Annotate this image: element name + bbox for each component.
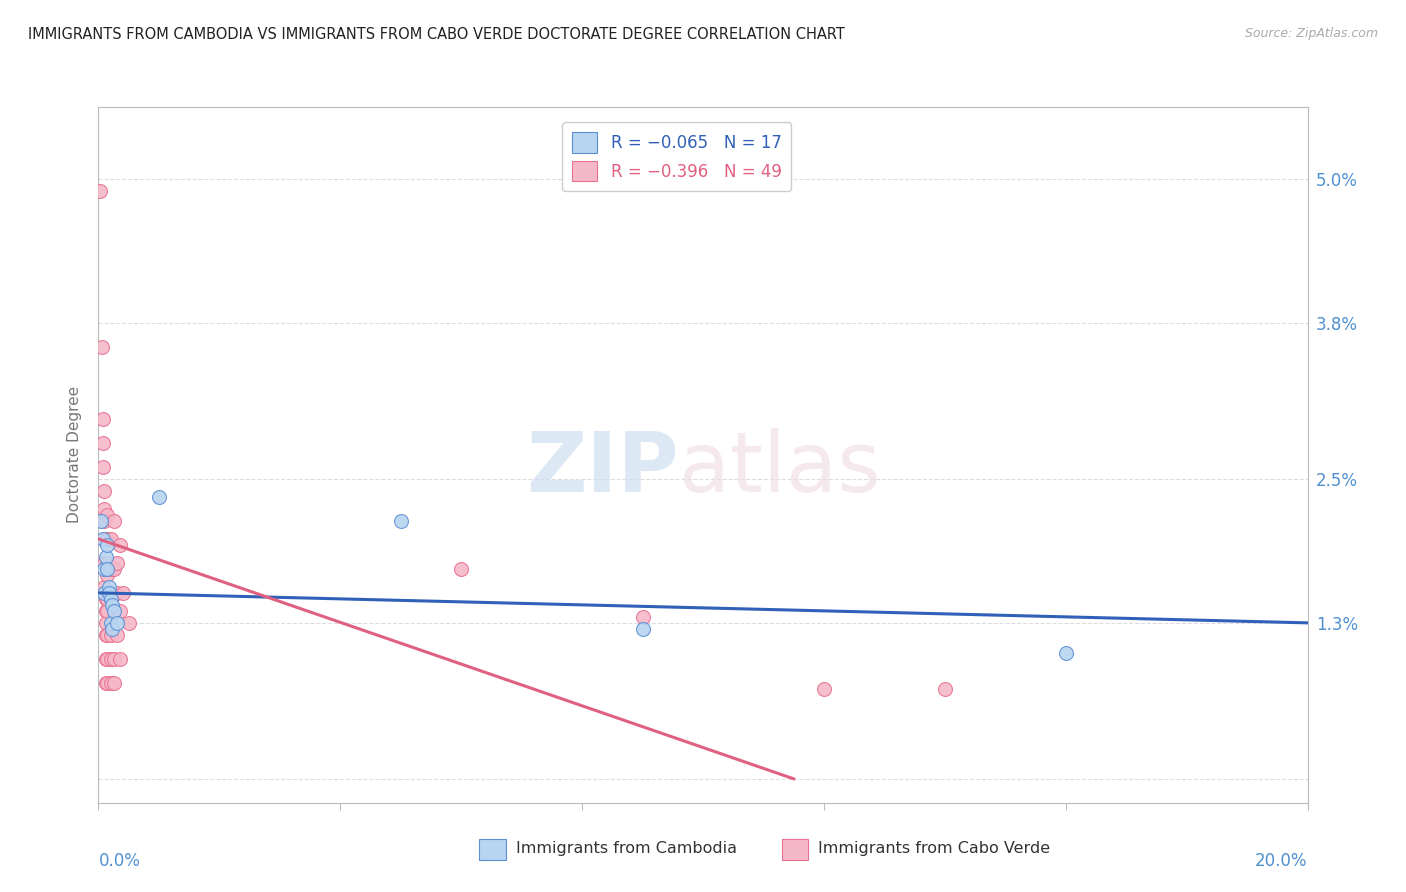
Point — [103, 562, 125, 576]
Point — [96, 652, 118, 666]
Point — [96, 508, 118, 522]
Point — [100, 562, 122, 576]
Point — [96, 567, 118, 582]
Point — [813, 681, 835, 696]
Text: atlas: atlas — [679, 428, 880, 509]
Point — [100, 532, 122, 546]
Point — [94, 549, 117, 564]
Point — [1054, 646, 1077, 660]
FancyBboxPatch shape — [782, 839, 808, 860]
Text: 0.0%: 0.0% — [98, 852, 141, 870]
Point — [103, 652, 125, 666]
Point — [93, 483, 115, 498]
Point — [93, 502, 115, 516]
Point — [93, 532, 115, 546]
Point — [98, 586, 121, 600]
Point — [96, 676, 118, 690]
Point — [105, 556, 128, 570]
Point — [105, 615, 128, 630]
Point — [103, 676, 125, 690]
Point — [389, 514, 412, 528]
Point — [94, 628, 117, 642]
Point — [94, 604, 117, 618]
Point — [93, 514, 115, 528]
Legend: R = −0.065   N = 17, R = −0.396   N = 49: R = −0.065 N = 17, R = −0.396 N = 49 — [562, 122, 792, 191]
Point — [93, 580, 115, 594]
Point — [94, 591, 117, 606]
Text: 20.0%: 20.0% — [1256, 852, 1308, 870]
Point — [96, 604, 118, 618]
FancyBboxPatch shape — [479, 839, 506, 860]
Point — [91, 459, 114, 474]
Point — [91, 532, 114, 546]
Point — [103, 514, 125, 528]
Point — [91, 436, 114, 450]
Point — [93, 556, 115, 570]
Point — [94, 676, 117, 690]
Text: Immigrants from Cabo Verde: Immigrants from Cabo Verde — [818, 840, 1050, 855]
Y-axis label: Doctorate Degree: Doctorate Degree — [67, 386, 83, 524]
Point — [94, 615, 117, 630]
Point — [89, 184, 111, 198]
Point — [100, 615, 122, 630]
Point — [450, 562, 472, 576]
Point — [91, 412, 114, 426]
Point — [108, 652, 131, 666]
Point — [96, 591, 118, 606]
Point — [111, 586, 134, 600]
Point — [100, 628, 122, 642]
Point — [631, 622, 654, 636]
Point — [98, 580, 121, 594]
Text: Source: ZipAtlas.com: Source: ZipAtlas.com — [1244, 27, 1378, 40]
Text: Immigrants from Cambodia: Immigrants from Cambodia — [516, 840, 737, 855]
Point — [96, 628, 118, 642]
Point — [103, 604, 125, 618]
Point — [96, 532, 118, 546]
Text: IMMIGRANTS FROM CAMBODIA VS IMMIGRANTS FROM CABO VERDE DOCTORATE DEGREE CORRELAT: IMMIGRANTS FROM CAMBODIA VS IMMIGRANTS F… — [28, 27, 845, 42]
Point — [100, 591, 122, 606]
Point — [105, 586, 128, 600]
Point — [105, 628, 128, 642]
Point — [91, 340, 114, 354]
Point — [96, 556, 118, 570]
Point — [108, 538, 131, 552]
Point — [148, 490, 170, 504]
Point — [934, 681, 956, 696]
Point — [100, 622, 122, 636]
Point — [96, 562, 118, 576]
Point — [100, 598, 122, 612]
Point — [108, 604, 131, 618]
Point — [96, 538, 118, 552]
Point — [100, 591, 122, 606]
Text: ZIP: ZIP — [526, 428, 679, 509]
Point — [100, 676, 122, 690]
Point — [118, 615, 141, 630]
Point — [103, 604, 125, 618]
Point — [100, 652, 122, 666]
Point — [90, 514, 112, 528]
Point — [93, 562, 115, 576]
Point — [94, 652, 117, 666]
Point — [93, 586, 115, 600]
Point — [631, 610, 654, 624]
